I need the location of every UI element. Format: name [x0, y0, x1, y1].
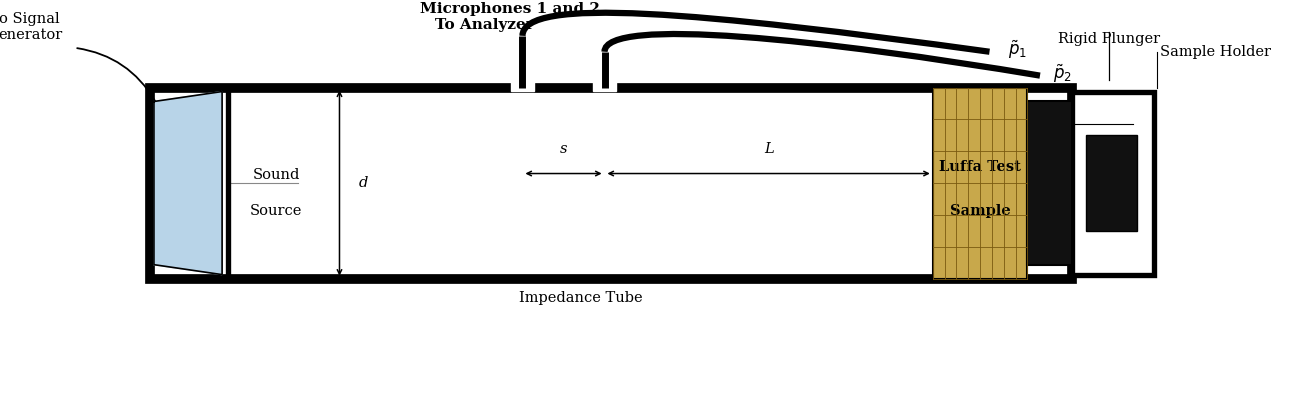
Text: o Signal: o Signal — [0, 12, 59, 26]
Bar — [1086, 135, 1137, 231]
Bar — [1072, 92, 1153, 275]
Text: Source: Source — [250, 204, 303, 218]
Bar — [511, 80, 534, 91]
Text: Rigid Plunger: Rigid Plunger — [1059, 32, 1161, 46]
Bar — [1028, 101, 1072, 265]
Text: Luffa Test: Luffa Test — [939, 160, 1021, 174]
Text: Microphones 1 and 2: Microphones 1 and 2 — [420, 2, 600, 16]
Text: To Analyzer: To Analyzer — [436, 18, 534, 32]
Text: s: s — [560, 142, 568, 156]
Text: Impedance Tube: Impedance Tube — [518, 291, 643, 304]
Text: $\tilde{p}_1$: $\tilde{p}_1$ — [1009, 39, 1028, 61]
Text: L: L — [764, 142, 773, 156]
Text: $\tilde{p}_2$: $\tilde{p}_2$ — [1053, 62, 1072, 85]
Polygon shape — [154, 92, 222, 275]
Text: d: d — [358, 176, 367, 190]
Bar — [150, 88, 1072, 279]
Text: Sample Holder: Sample Holder — [1160, 45, 1271, 59]
Text: Sample: Sample — [949, 204, 1010, 218]
Bar — [593, 80, 615, 91]
Text: enerator: enerator — [0, 28, 63, 42]
Text: Sound: Sound — [252, 168, 300, 182]
Bar — [932, 88, 1028, 279]
